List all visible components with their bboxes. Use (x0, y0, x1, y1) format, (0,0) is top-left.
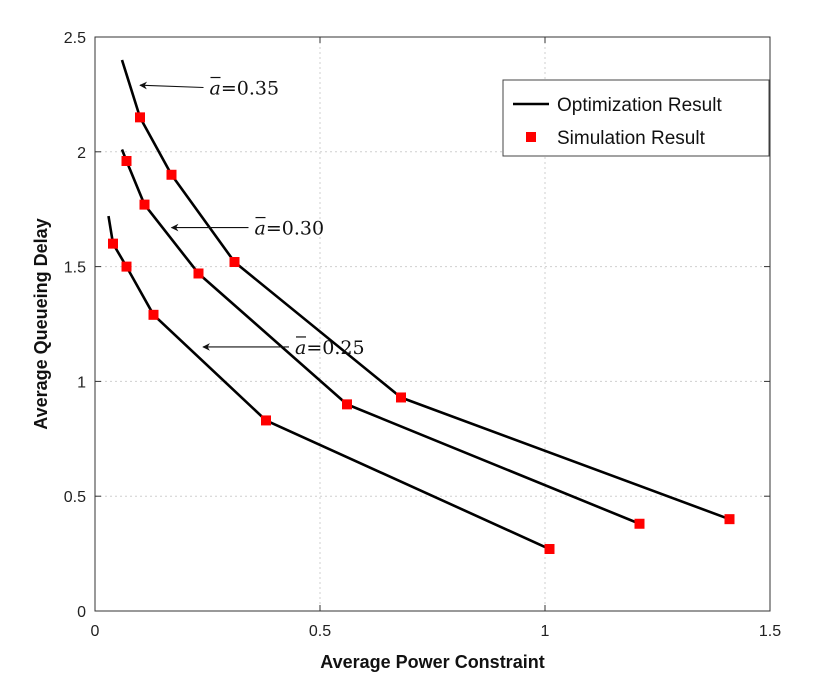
simulation-marker (634, 518, 645, 529)
y-tick-label: 2 (77, 145, 86, 162)
annotation-label: a=0.35 (210, 78, 280, 100)
legend-marker-swatch (526, 132, 536, 142)
simulation-marker (229, 257, 240, 268)
simulation-marker (342, 399, 352, 410)
simulation-marker (108, 238, 118, 249)
simulation-marker (148, 309, 159, 320)
annotation-label: a=0.30 (255, 218, 325, 240)
x-tick-label: 0.5 (309, 623, 331, 640)
annotation-arrow (139, 81, 204, 90)
axes: 0 0.5 1 1.5 0 0.5 1 1.5 2 2.5 (64, 30, 781, 640)
legend-entry-optimization: Optimization Result (557, 95, 722, 116)
simulation-marker (135, 112, 145, 123)
legend-box (502, 79, 770, 157)
annotations: a=0.35 a=0.30 a=0.25 (139, 76, 365, 359)
plot-frame (94, 36, 771, 612)
y-tick-label: 1 (77, 374, 86, 391)
simulation-marker (396, 392, 406, 403)
y-axis-label: Average Queueing Delay (31, 218, 51, 429)
legend-entry-simulation: Simulation Result (557, 128, 706, 149)
x-tick-label: 1 (541, 623, 550, 640)
simulation-marker (193, 268, 204, 279)
y-tick-label: 0.5 (64, 489, 86, 506)
x-tick-label: 0 (91, 623, 100, 640)
series-group (107, 59, 735, 555)
y-tick-label: 1.5 (64, 260, 86, 277)
y-tick-label: 0 (77, 604, 86, 621)
optimization-line (120, 59, 730, 521)
simulation-marker (261, 415, 271, 426)
x-tick-label: 1.5 (759, 623, 781, 640)
x-axis-label: Average Power Constraint (320, 652, 544, 672)
annotation-label: a=0.25 (295, 337, 365, 359)
simulation-marker (121, 261, 132, 272)
y-tick-label: 2.5 (64, 30, 86, 47)
simulation-marker (166, 169, 177, 180)
simulation-marker (544, 544, 555, 555)
legend: Optimization Result Simulation Result (502, 79, 770, 157)
simulation-marker (724, 514, 735, 525)
simulation-marker (139, 199, 150, 210)
simulation-marker (121, 155, 132, 166)
